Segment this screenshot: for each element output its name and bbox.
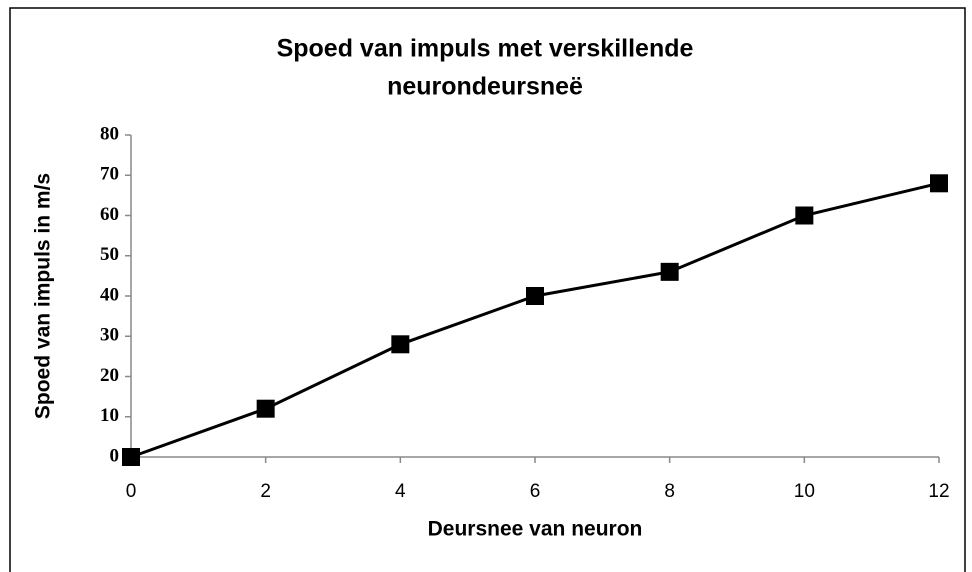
x-tick-label: 8 <box>664 481 675 502</box>
chart-frame <box>9 7 966 572</box>
chart-title: neurondeursneë <box>387 73 583 101</box>
y-tick-label: 60 <box>100 204 119 225</box>
y-tick-label: 30 <box>100 325 119 346</box>
x-tick-label: 4 <box>395 481 406 502</box>
x-axis-label: Deursnee van neuron <box>428 518 643 541</box>
y-tick-label: 70 <box>100 164 119 185</box>
x-tick-label: 6 <box>530 481 541 502</box>
y-tick-label: 40 <box>100 284 119 305</box>
y-tick-label: 80 <box>100 123 119 144</box>
marker <box>660 262 679 281</box>
marker <box>795 206 814 225</box>
x-tick-label: 0 <box>126 481 137 502</box>
y-tick-label: 50 <box>100 244 119 265</box>
marker <box>930 174 948 193</box>
marker <box>391 335 410 354</box>
marker <box>526 287 544 305</box>
y-tick-label: 10 <box>100 405 119 426</box>
x-tick-label: 2 <box>260 481 271 502</box>
x-tick-label: 12 <box>928 481 949 502</box>
x-tick-label: 10 <box>794 481 815 502</box>
y-tick-label: 0 <box>110 445 120 466</box>
y-axis-label: Spoed van impuls in m/s <box>32 173 55 419</box>
marker <box>256 399 275 418</box>
y-tick-label: 20 <box>100 365 119 386</box>
chart-title: Spoed van impuls met verskillende <box>277 35 694 63</box>
marker <box>122 448 140 466</box>
